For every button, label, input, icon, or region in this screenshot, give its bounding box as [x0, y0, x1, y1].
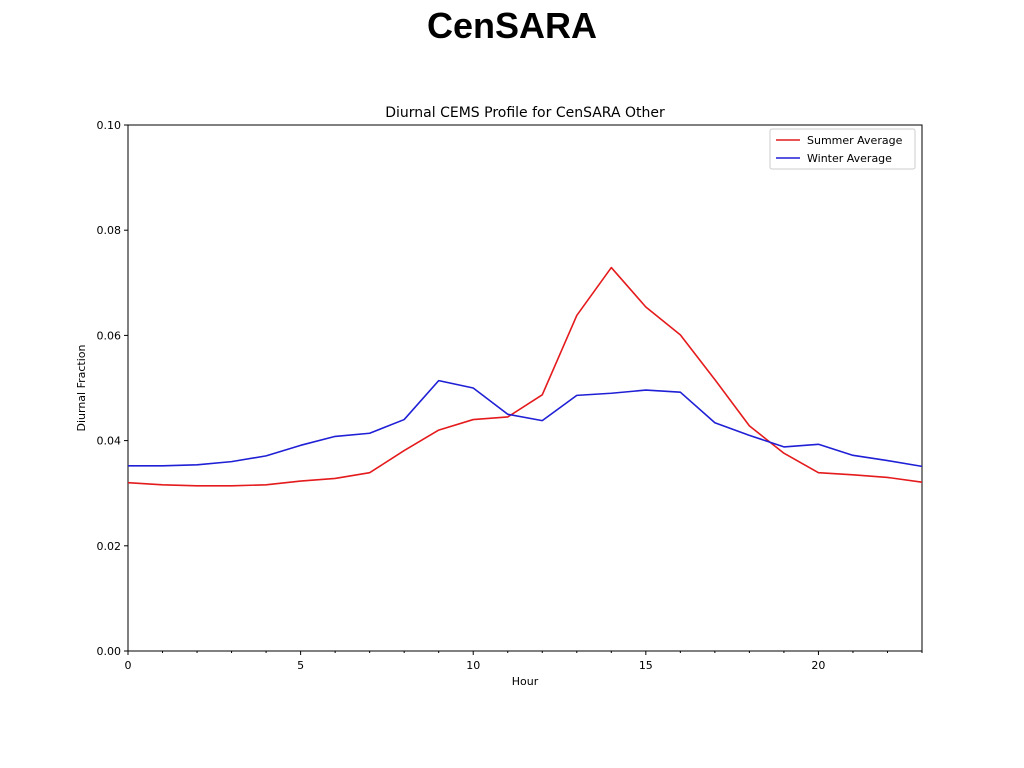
x-tick-label: 20 [811, 659, 825, 672]
x-tick-label: 10 [466, 659, 480, 672]
legend-label: Winter Average [807, 152, 892, 165]
legend: Summer Average Winter Average [769, 128, 916, 170]
axis-ticks: 0.00 0.02 0.04 0.06 0.08 0.10 0 5 10 15 20 [97, 119, 923, 672]
y-tick-label: 0.08 [97, 224, 122, 237]
plot-frame [127, 124, 923, 652]
x-tick-label: 15 [639, 659, 653, 672]
series-line-winter-average [128, 379, 923, 468]
y-tick-label: 0.00 [97, 645, 122, 658]
y-tick-label: 0.04 [97, 435, 122, 448]
slide-title: CenSARA [426, 5, 597, 46]
series-line-summer-average [127, 266, 923, 487]
x-tick-label: 5 [297, 659, 304, 672]
series-lines [127, 266, 923, 487]
legend-label: Summer Average [807, 134, 903, 147]
y-tick-label: 0.06 [97, 329, 122, 342]
x-tick-label: 0 [125, 659, 132, 672]
y-axis-label: Diurnal Fraction [75, 344, 88, 431]
y-tick-label: 0.02 [97, 540, 122, 553]
x-axis-label: Hour [512, 675, 539, 688]
chart-title: Diurnal CEMS Profile for CenSARA Other [385, 105, 665, 121]
legend-box [769, 128, 916, 170]
y-tick-label: 0.10 [97, 119, 122, 132]
